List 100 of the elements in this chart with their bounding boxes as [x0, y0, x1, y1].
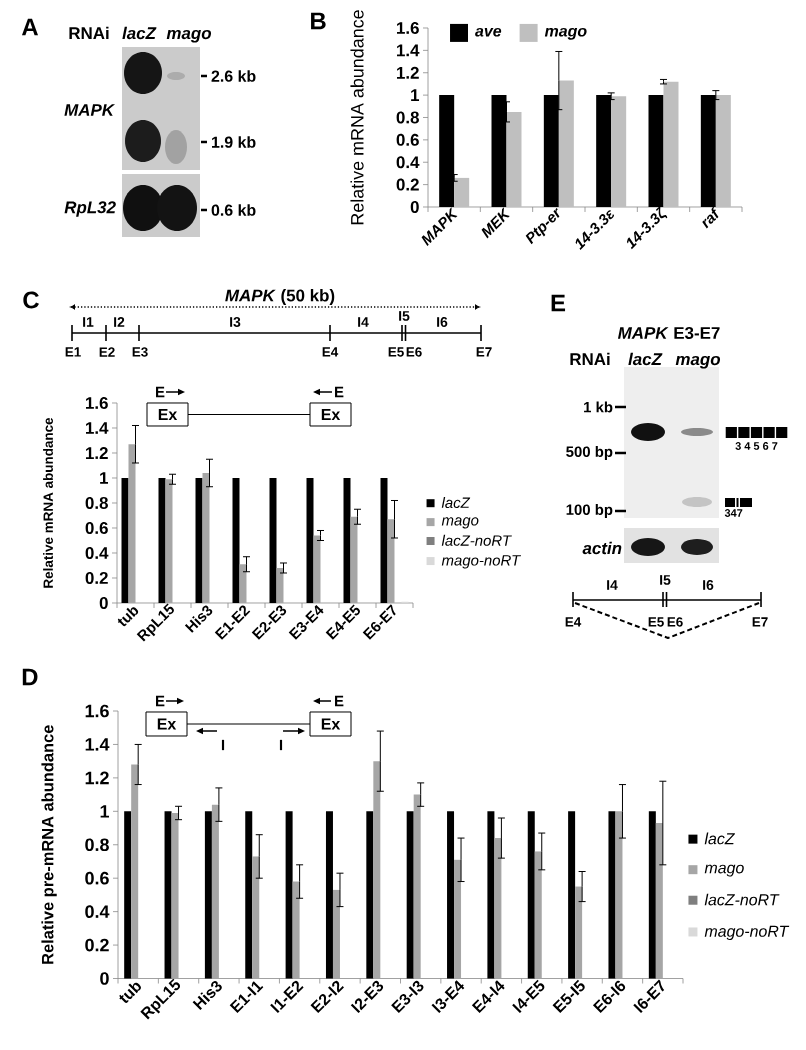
text: I4 — [607, 580, 618, 590]
bar — [700, 95, 716, 207]
bar — [204, 811, 212, 979]
text: E5 — [648, 617, 664, 627]
text: I6 — [437, 317, 448, 327]
y-tick-label: 0.8 — [85, 497, 108, 509]
y-axis-title: Relative mRNA abundance — [350, 10, 364, 225]
bar — [611, 96, 627, 207]
text: 1 kb — [584, 401, 613, 413]
y-tick-label: 1.6 — [397, 21, 419, 34]
bar — [252, 856, 260, 979]
annotation: I — [221, 739, 225, 751]
legend-label: mago-noRT — [441, 555, 522, 569]
bar — [332, 889, 340, 979]
bar — [608, 811, 616, 979]
y-tick-label: 1.6 — [85, 704, 109, 718]
bar — [558, 80, 574, 207]
bar — [491, 95, 507, 207]
bar — [165, 479, 173, 603]
bar — [648, 95, 664, 207]
bar — [439, 95, 455, 207]
annotation: Ex — [158, 409, 178, 420]
bar — [366, 811, 374, 979]
bar — [568, 811, 576, 979]
legend-label: mago — [441, 517, 479, 529]
y-tick-label: 1 — [100, 805, 109, 818]
chart-title: B — [311, 12, 326, 30]
bar — [413, 794, 421, 979]
annotation: Ex — [321, 409, 341, 420]
bar — [534, 851, 542, 979]
bar — [487, 811, 495, 979]
legend-label: lacZ — [441, 497, 471, 509]
text: I2 — [114, 317, 125, 327]
text: I3 — [230, 317, 241, 327]
text: I4 — [358, 317, 369, 327]
text: C — [23, 291, 39, 309]
bar — [158, 477, 166, 603]
legend-label: mago — [704, 864, 744, 877]
y-tick-label: 1.2 — [85, 771, 109, 785]
text: RNAi — [570, 352, 610, 365]
text: MAPK E3-E7 — [617, 326, 720, 339]
y-tick-label: 0.6 — [85, 522, 108, 534]
bar — [285, 811, 293, 979]
bar — [306, 477, 314, 603]
text: 347 — [724, 509, 743, 517]
bar — [202, 472, 210, 603]
text: 100 bp — [566, 504, 613, 518]
bar — [128, 444, 136, 603]
legend-label: lacZ — [704, 832, 735, 845]
bar — [506, 111, 522, 207]
y-tick-label: 1.4 — [85, 738, 110, 751]
text: E4 — [565, 617, 582, 627]
y-tick-label: 0.8 — [85, 838, 109, 852]
text: E6 — [667, 617, 683, 627]
text: RNAi — [69, 26, 109, 39]
text: 1.9 kb — [212, 136, 256, 148]
y-axis-title: Relative pre-mRNA abundance — [41, 725, 57, 964]
x-tick-label: tub — [119, 982, 141, 1004]
bar — [239, 564, 247, 603]
bar — [131, 764, 139, 979]
annotation: Ex — [321, 718, 341, 730]
x-tick-label: raf — [702, 206, 719, 229]
y-tick-label: 0.8 — [396, 111, 419, 124]
bar — [447, 811, 455, 979]
text: lacZ — [628, 352, 663, 366]
text: 3 4 5 6 7 — [735, 442, 778, 450]
legend-label: mago-noRT — [704, 925, 790, 941]
chart-title: D — [22, 668, 38, 686]
bar — [663, 81, 679, 207]
text: MAPK — [64, 104, 116, 116]
y-tick-label: 1 — [100, 472, 109, 484]
text: mago — [166, 29, 212, 43]
text: RpL32 — [64, 201, 116, 217]
y-tick-label: 0 — [100, 972, 109, 985]
bar — [292, 881, 300, 979]
x-tick-label: tub — [117, 607, 139, 627]
y-tick-label: 1.2 — [86, 447, 108, 459]
bar — [276, 568, 284, 603]
y-tick-label: 0 — [410, 200, 419, 213]
text: E3 — [132, 347, 148, 357]
y-tick-label: 0.4 — [396, 156, 420, 169]
text: 2.6 kb — [211, 70, 256, 82]
text: mago — [675, 355, 721, 369]
bar — [373, 761, 381, 979]
bar — [121, 477, 129, 603]
bar — [232, 477, 240, 603]
bar — [454, 859, 462, 979]
bar — [527, 811, 535, 979]
y-tick-label: 0.6 — [85, 871, 109, 885]
y-tick-label: 0 — [99, 597, 108, 609]
text: actin — [582, 541, 622, 555]
text: E2 — [99, 347, 115, 357]
bar — [380, 477, 388, 603]
y-tick-label: 1.4 — [86, 422, 109, 434]
annotation: Ex — [157, 718, 177, 730]
bar — [269, 477, 277, 603]
bar — [343, 477, 351, 603]
y-tick-label: 1.4 — [397, 44, 420, 57]
y-tick-label: 1 — [411, 89, 420, 101]
text: E5 — [388, 347, 404, 357]
